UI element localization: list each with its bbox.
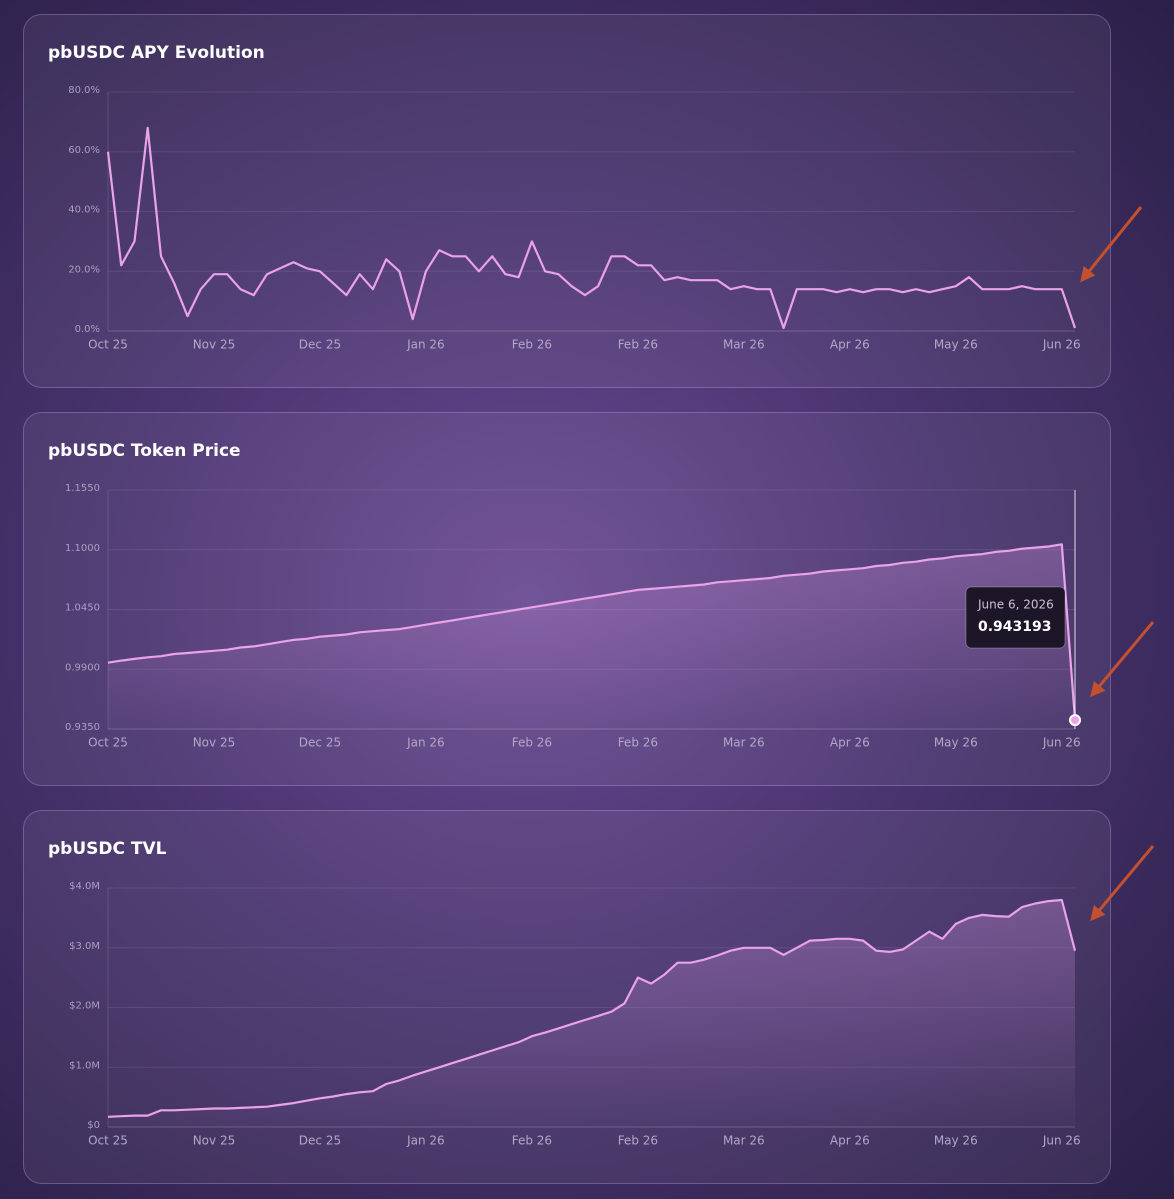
x-tick-label: Nov 25 <box>193 736 236 750</box>
arrow <box>1090 845 1155 922</box>
x-tick-label: Feb 26 <box>512 1134 552 1148</box>
y-tick-label: $3.0M <box>69 941 100 952</box>
y-tick-label: 80.0% <box>68 85 100 96</box>
x-tick-label: Jun 26 <box>1042 338 1081 352</box>
x-tick-label: Oct 25 <box>88 736 128 750</box>
x-tick-label: Mar 26 <box>723 338 765 352</box>
area <box>108 900 1075 1127</box>
x-tick-label: Jun 26 <box>1042 1134 1081 1148</box>
arrow <box>1090 621 1155 698</box>
x-tick-label: May 26 <box>934 1134 978 1148</box>
x-tick-label: Apr 26 <box>830 1134 870 1148</box>
y-tick-label: 1.1000 <box>65 543 100 554</box>
y-tick-label: 1.0450 <box>65 603 100 614</box>
charts: pbUSDC APY Evolution 0.0% 20.0% 40.0% 60.0% 8… <box>23 14 1111 1184</box>
y-tick-label: 40.0% <box>68 205 100 216</box>
x-tick-label: Jan 26 <box>406 736 445 750</box>
line <box>107 898 1077 1118</box>
x-tick-label: Dec 25 <box>299 338 341 352</box>
chart-title: pbUSDC TVL <box>48 839 167 859</box>
y-tick-label: 60.0% <box>68 145 100 156</box>
chart-title: pbUSDC APY Evolution <box>48 43 265 63</box>
x-tick-label: Feb 26 <box>618 736 658 750</box>
x-tick-label: Mar 26 <box>723 1134 765 1148</box>
x-tick-label: May 26 <box>934 338 978 352</box>
x-tick-label: Dec 25 <box>299 736 341 750</box>
x-tick-label: Jun 26 <box>1042 736 1081 750</box>
area <box>108 544 1075 729</box>
y-tick-label: 0.9350 <box>65 722 100 733</box>
x-tick-label: Dec 25 <box>299 1134 341 1148</box>
y-tick-label: 0.0% <box>75 324 100 335</box>
arrow <box>1080 206 1143 283</box>
x-tick-label: Mar 26 <box>723 736 765 750</box>
annotation-arrows <box>1080 206 1155 922</box>
line <box>106 126 1077 330</box>
x-tick-label: Jan 26 <box>406 338 445 352</box>
y-tick-label: $2.0M <box>69 1001 100 1012</box>
y-tick-label: $1.0M <box>69 1060 100 1071</box>
x-tick-label: Feb 26 <box>618 1134 658 1148</box>
tooltip-value: 0.943193 <box>978 619 1052 635</box>
y-tick-label: 20.0% <box>68 264 100 275</box>
y-tick-label: 1.1550 <box>65 483 100 494</box>
x-tick-label: Oct 25 <box>88 338 128 352</box>
tooltip-box <box>965 586 1066 649</box>
y-tick-label: $0 <box>87 1120 100 1131</box>
tooltip-date: June 6, 2026 <box>977 598 1054 612</box>
x-tick-label: Oct 25 <box>88 1134 128 1148</box>
x-tick-label: Nov 25 <box>193 1134 236 1148</box>
y-tick-label: 0.9900 <box>65 662 100 673</box>
chart-title: pbUSDC Token Price <box>48 441 241 461</box>
x-tick-label: Feb 26 <box>512 338 552 352</box>
x-tick-label: May 26 <box>934 736 978 750</box>
y-tick-label: $4.0M <box>69 881 100 892</box>
x-tick-label: Feb 26 <box>618 338 658 352</box>
x-tick-label: Apr 26 <box>830 736 870 750</box>
panel <box>23 14 1111 388</box>
hover-point <box>1069 714 1081 727</box>
x-tick-label: Feb 26 <box>512 736 552 750</box>
line <box>107 543 1077 721</box>
x-tick-label: Apr 26 <box>830 338 870 352</box>
x-tick-label: Nov 25 <box>193 338 236 352</box>
tooltip: June 6, 2026 0.943193 <box>965 586 1066 649</box>
x-tick-label: Jan 26 <box>406 1134 445 1148</box>
